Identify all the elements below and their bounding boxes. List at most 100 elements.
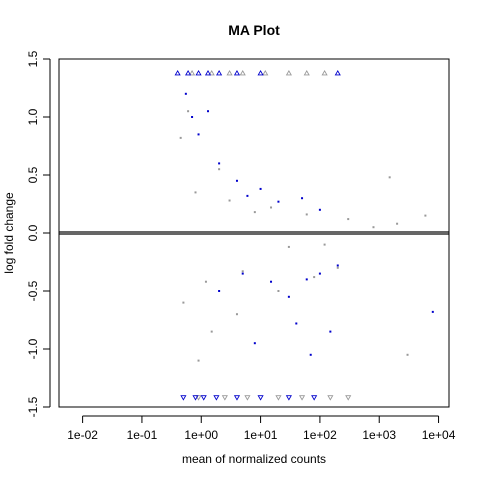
data-point: [253, 211, 256, 214]
clipped-low-point: [298, 395, 306, 401]
data-point: [270, 206, 273, 209]
y-tick-label: 1.5: [26, 50, 40, 67]
data-point: [313, 276, 316, 279]
data-point: [204, 280, 207, 283]
y-tick-label: 0.5: [26, 166, 40, 183]
clipped-high-point: [216, 70, 223, 76]
clipped-low-point: [200, 395, 207, 401]
data-point: [305, 213, 308, 216]
clipped-high-point: [257, 70, 264, 76]
clipped-low-point: [275, 395, 282, 401]
data-point: [287, 245, 290, 248]
clipped-high-point: [285, 70, 292, 76]
y-tick-label: -1.5: [26, 396, 40, 417]
clipped-high-point: [208, 70, 215, 76]
data-point: [277, 290, 280, 292]
data-point: [228, 199, 231, 202]
axes: 1e-02 1e-01 1e+00 1e+01 1e+02 1e+03 1e+04 -1.5 -…: [26, 50, 456, 442]
data-point: [235, 313, 238, 316]
clipped-high-point: [195, 70, 202, 76]
data-point: [259, 187, 262, 190]
data-point: [277, 200, 280, 203]
data-point: [347, 218, 350, 221]
clipped-high-point: [262, 70, 269, 76]
data-point: [218, 168, 221, 171]
clipped-low-point: [192, 395, 199, 401]
data-point: [179, 136, 182, 139]
data-point: [197, 133, 200, 136]
data-point: [270, 280, 273, 283]
data-point: [301, 197, 304, 200]
y-axis-label: log fold change: [2, 192, 16, 274]
data-point: [218, 290, 221, 292]
data-point: [295, 322, 298, 325]
data-point: [287, 295, 290, 298]
data-point: [207, 110, 210, 113]
y-tick-label: 0.0: [26, 224, 40, 241]
data-point: [246, 194, 249, 197]
clipped-low-point: [244, 395, 251, 401]
data-point: [318, 208, 321, 211]
clipped-high-point: [174, 70, 181, 76]
data-point: [218, 162, 221, 165]
y-tick-label: 1.0: [26, 108, 40, 125]
data-point: [329, 330, 332, 333]
chart-title: MA Plot: [228, 22, 280, 38]
data-point: [197, 359, 200, 362]
clipped-high-point: [226, 70, 233, 76]
clipped-high-point: [204, 70, 212, 76]
x-tick-label: 1e-02: [67, 428, 98, 442]
x-tick-label: 1e+02: [303, 428, 337, 442]
data-point: [318, 272, 321, 275]
data-point: [336, 266, 339, 269]
data-point: [424, 214, 427, 217]
x-axis-label: mean of normalized counts: [182, 452, 326, 466]
y-tick-label: -0.5: [26, 280, 40, 301]
clipped-low-point: [285, 395, 292, 401]
data-point: [431, 310, 434, 313]
clipped-high-point: [239, 70, 246, 76]
clipped-high-point: [185, 70, 192, 76]
x-tick-label: 1e+04: [422, 428, 456, 442]
x-tick-label: 1e+01: [244, 428, 278, 442]
data-point: [305, 278, 308, 281]
clipped-low-point: [257, 395, 264, 401]
data-point: [253, 342, 256, 345]
data-point: [182, 301, 185, 304]
clipped-low-point: [180, 395, 187, 401]
clipped-low-point: [233, 395, 241, 401]
clipped-low-point: [327, 395, 334, 401]
data-point: [406, 353, 409, 356]
clipped-low-point: [345, 395, 352, 401]
clipped-high-point: [303, 70, 310, 76]
clipped-low-point: [221, 395, 228, 401]
plot-frame: [58, 58, 450, 408]
clipped-high-point: [321, 70, 328, 76]
data-point: [372, 226, 375, 229]
data-point: [388, 176, 391, 179]
data-point: [184, 92, 187, 95]
data-point: [187, 110, 190, 113]
data-point: [241, 272, 244, 275]
data-point: [309, 353, 312, 356]
y-tick-label: -1.0: [26, 338, 40, 359]
clipped-low-point: [213, 395, 220, 401]
clipped-high-point: [188, 70, 196, 76]
clipped-low-point: [311, 395, 318, 401]
clipped-high-point: [334, 70, 341, 76]
data-point: [323, 243, 326, 246]
x-tick-label: 1e+00: [184, 428, 218, 442]
clipped-high-point: [233, 70, 241, 76]
data-point: [396, 222, 399, 225]
data-point: [191, 116, 194, 118]
data-point: [241, 270, 244, 273]
data-point: [210, 330, 213, 333]
x-tick-label: 1e-01: [127, 428, 158, 442]
data-point: [194, 191, 197, 194]
plot-area: [59, 70, 449, 401]
data-point: [235, 179, 238, 182]
clipped-low-point: [195, 395, 202, 401]
data-point: [336, 264, 339, 267]
x-tick-label: 1e+03: [362, 428, 396, 442]
